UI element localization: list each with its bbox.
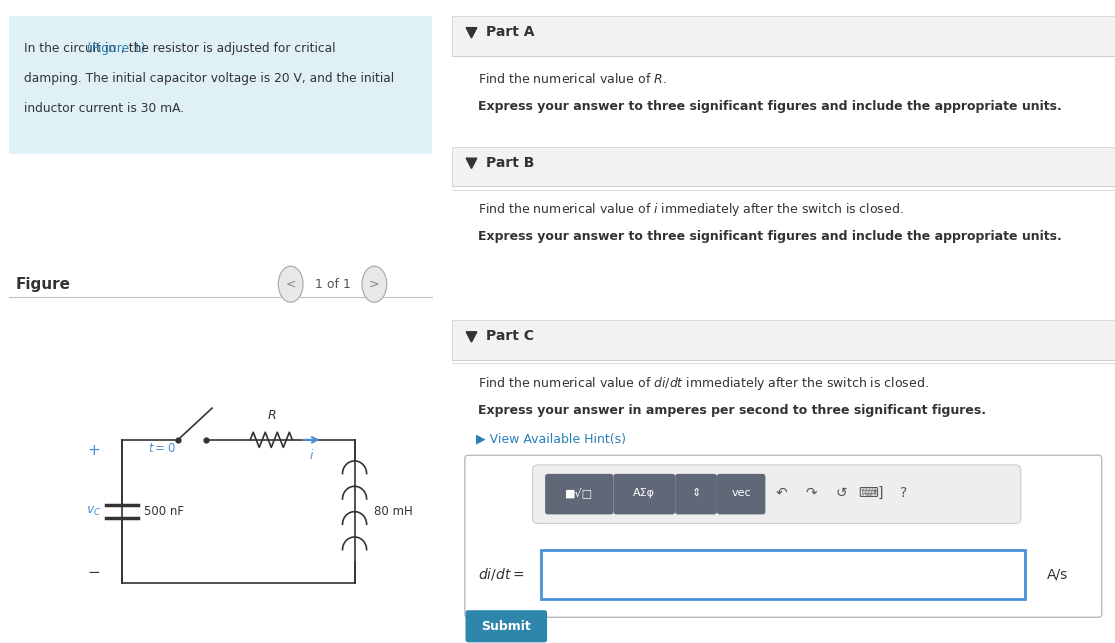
FancyBboxPatch shape — [533, 465, 1021, 523]
Text: $di/dt =$: $di/dt =$ — [478, 566, 524, 582]
Text: In the circuit in: In the circuit in — [25, 42, 120, 55]
FancyBboxPatch shape — [717, 474, 765, 514]
Text: vec: vec — [731, 487, 752, 498]
Text: Part C: Part C — [486, 329, 534, 343]
Polygon shape — [466, 28, 477, 38]
Text: 1 of 1: 1 of 1 — [314, 278, 350, 291]
Text: Part A: Part A — [486, 25, 534, 39]
Polygon shape — [466, 332, 477, 342]
Circle shape — [362, 266, 387, 302]
Text: , the resistor is adjusted for critical: , the resistor is adjusted for critical — [122, 42, 336, 55]
FancyBboxPatch shape — [452, 16, 1115, 56]
Circle shape — [279, 266, 303, 302]
Text: Find the numerical value of $R$.: Find the numerical value of $R$. — [478, 72, 667, 86]
Text: $t = 0$: $t = 0$ — [148, 442, 176, 455]
FancyBboxPatch shape — [452, 147, 1115, 186]
Text: Express your answer to three significant figures and include the appropriate uni: Express your answer to three significant… — [478, 230, 1061, 243]
Text: Find the numerical value of $di/dt$ immediately after the switch is closed.: Find the numerical value of $di/dt$ imme… — [478, 375, 929, 392]
Text: Express your answer to three significant figures and include the appropriate uni: Express your answer to three significant… — [478, 100, 1061, 113]
Text: ⇕: ⇕ — [691, 487, 700, 498]
Polygon shape — [466, 158, 477, 168]
Text: ?: ? — [901, 485, 908, 500]
Text: Figure: Figure — [16, 276, 70, 292]
Text: damping. The initial capacitor voltage is 20 V, and the initial: damping. The initial capacitor voltage i… — [25, 72, 395, 85]
Text: <: < — [285, 278, 295, 291]
Text: ⌨]: ⌨] — [859, 485, 883, 500]
Text: 500 nF: 500 nF — [144, 505, 184, 518]
FancyBboxPatch shape — [613, 474, 676, 514]
FancyBboxPatch shape — [452, 320, 1115, 360]
FancyBboxPatch shape — [9, 16, 432, 154]
Text: Submit: Submit — [482, 620, 531, 633]
Text: $i$: $i$ — [309, 448, 314, 462]
Text: AΣφ: AΣφ — [633, 487, 656, 498]
FancyBboxPatch shape — [465, 455, 1102, 617]
Text: Find the numerical value of $i$ immediately after the switch is closed.: Find the numerical value of $i$ immediat… — [478, 201, 904, 218]
FancyBboxPatch shape — [545, 474, 613, 514]
Text: $v_C$: $v_C$ — [86, 505, 101, 518]
Text: ↷: ↷ — [805, 485, 817, 500]
Text: (Figure 1): (Figure 1) — [87, 42, 145, 55]
Text: ↶: ↶ — [776, 485, 787, 500]
Text: ▶ View Available Hint(s): ▶ View Available Hint(s) — [476, 433, 627, 446]
Text: +: + — [87, 443, 100, 458]
Text: >: > — [369, 278, 379, 291]
FancyBboxPatch shape — [465, 610, 547, 642]
Text: Express your answer in amperes per second to three significant figures.: Express your answer in amperes per secon… — [478, 404, 986, 417]
FancyBboxPatch shape — [541, 550, 1026, 599]
Text: ■√□: ■√□ — [565, 487, 593, 498]
Text: A/s: A/s — [1047, 567, 1068, 581]
Text: inductor current is 30 mA.: inductor current is 30 mA. — [25, 102, 184, 115]
Text: −: − — [87, 565, 100, 581]
Text: $R$: $R$ — [266, 409, 277, 422]
FancyBboxPatch shape — [676, 474, 717, 514]
Text: Part B: Part B — [486, 156, 534, 170]
Text: ↺: ↺ — [835, 485, 846, 500]
Text: 80 mH: 80 mH — [374, 505, 413, 518]
